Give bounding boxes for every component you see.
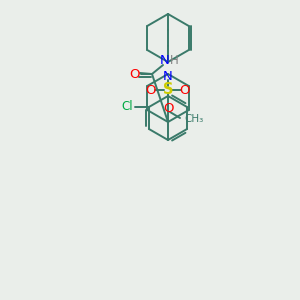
Text: N: N [160,55,170,68]
Text: S: S [163,82,173,98]
Text: H: H [169,55,178,68]
Text: O: O [163,103,173,116]
Text: CH₃: CH₃ [184,114,203,124]
Text: N: N [163,70,173,83]
Text: Cl: Cl [121,100,133,113]
Text: O: O [130,68,140,80]
Text: O: O [146,83,156,97]
Text: O: O [180,83,190,97]
